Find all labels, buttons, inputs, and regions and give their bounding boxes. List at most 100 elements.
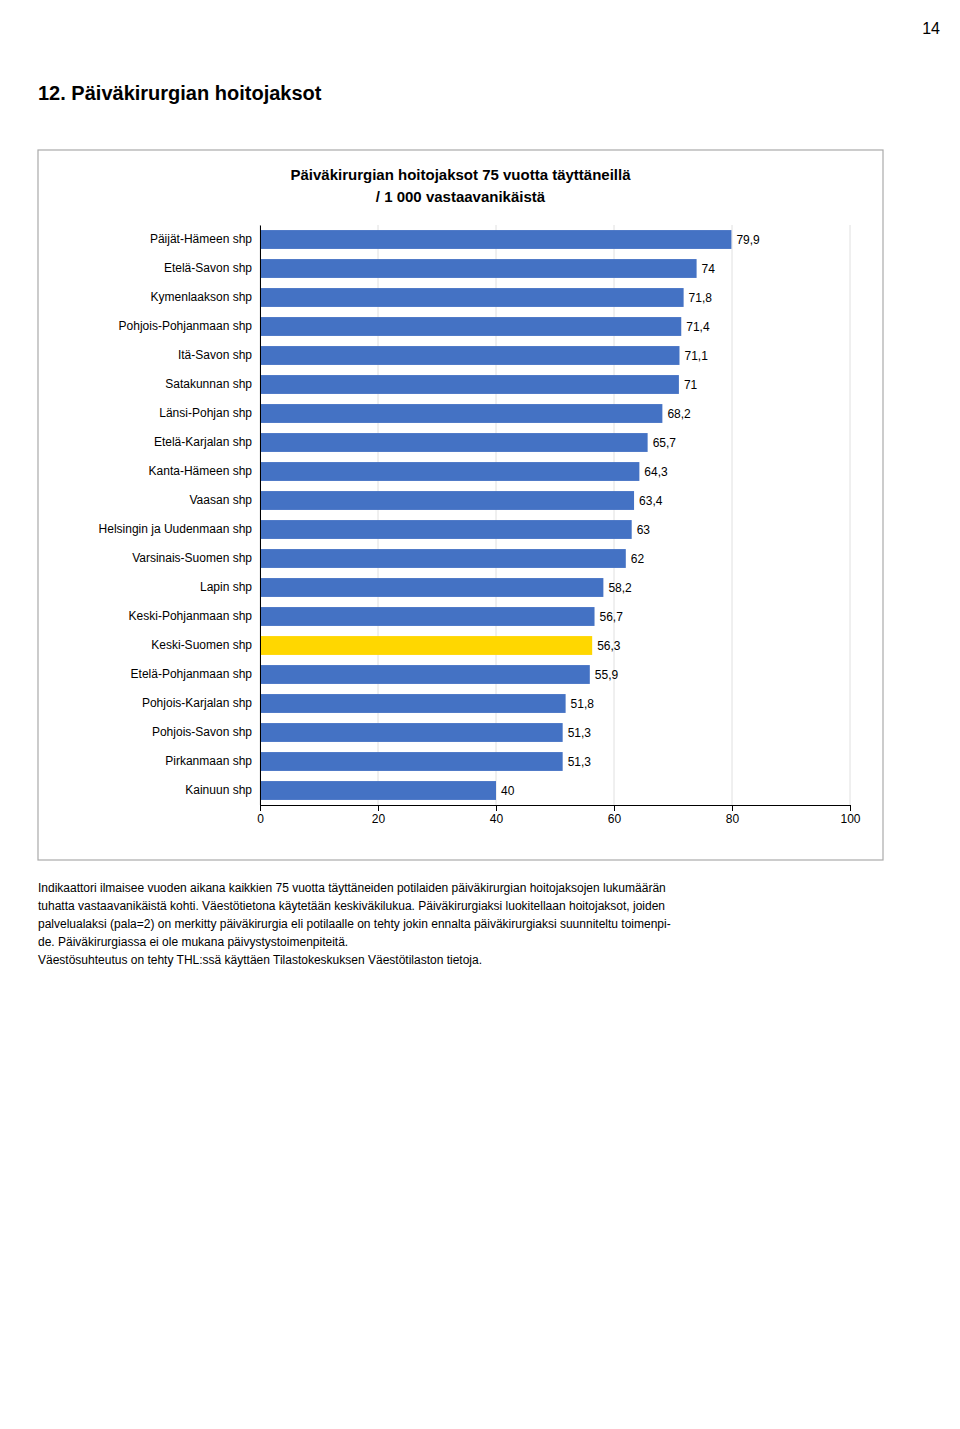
data-label: 64,3 [644,465,668,479]
data-label: 68,2 [667,407,691,421]
x-tick-label: 100 [840,812,860,826]
x-tick: 100 [840,805,860,826]
bar [260,259,697,278]
data-labels: 79,97471,871,471,17168,265,764,363,46362… [501,233,760,798]
x-tick-mark [614,805,615,811]
y-tick-label: Satakunnan shp [165,377,252,391]
grid-line [850,225,851,805]
y-axis: Päijät-Hämeen shp Etelä-Savon shp Kymenlaa… [99,226,261,806]
x-tick-mark [378,805,379,811]
data-label: 65,7 [653,436,677,450]
y-tick-label: Pohjois-Savon shp [152,725,252,739]
y-tick-label: Lapin shp [200,580,252,594]
bar [260,433,648,452]
data-label: 51,3 [568,755,592,769]
bar [260,665,590,684]
x-axis: 0 20 40 60 80 100 [257,805,861,826]
x-tick-mark [496,805,497,811]
bar [260,317,681,336]
bar [260,375,679,394]
x-tick-mark [260,805,261,811]
y-tick: Keski-Pohjanmaan shp [129,609,253,623]
bar [260,346,679,365]
y-tick: Satakunnan shp [165,377,252,391]
y-tick-label: Helsingin ja Uudenmaan shp [99,522,253,536]
data-label: 51,3 [568,726,592,740]
y-tick-label: Itä-Savon shp [178,348,252,362]
y-tick-label: Etelä-Pohjanmaan shp [131,667,253,681]
data-label: 51,8 [571,697,595,711]
bars [260,230,731,800]
bar [260,404,662,423]
x-tick-label: 60 [608,812,622,826]
data-label: 79,9 [736,233,760,247]
y-tick: Kanta-Hämeen shp [149,464,253,478]
footnote-line: tuhatta vastaavanikäistä kohti. Väestöti… [38,899,665,913]
data-label: 58,2 [608,581,632,595]
footnote-line: de. Päiväkirurgiassa ei ole mukana päivy… [38,935,348,949]
x-tick-label: 0 [257,812,264,826]
grid-line [732,225,733,805]
y-tick: Lapin shp [200,580,252,594]
x-tick-mark [850,805,851,811]
y-tick: Pohjois-Karjalan shp [142,696,252,710]
footnote-line: Väestösuhteutus on tehty THL:ssä käyttäe… [38,953,482,967]
y-tick: Kymenlaakson shp [151,290,253,304]
y-tick: Etelä-Savon shp [164,261,252,275]
y-tick-label: Pirkanmaan shp [165,754,252,768]
y-tick: Pirkanmaan shp [165,754,252,768]
data-label: 62 [631,552,645,566]
data-label: 56,7 [600,610,624,624]
page-number: 14 [922,20,940,37]
x-tick: 60 [608,805,622,826]
bar [260,578,603,597]
bar [260,491,634,510]
y-tick: Kainuun shp [185,783,252,797]
chart-subtitle: / 1 000 vastaavanikäistä [376,188,546,205]
y-tick: Länsi-Pohjan shp [159,406,252,420]
bar [260,462,639,481]
x-tick: 0 [257,805,264,826]
y-tick-label: Varsinais-Suomen shp [132,551,252,565]
x-tick: 40 [490,805,504,826]
footnote-line: palvelualaksi (pala=2) on merkitty päivä… [38,917,671,931]
data-label: 71,4 [686,320,710,334]
y-tick-label: Kainuun shp [185,783,252,797]
data-label: 56,3 [597,639,621,653]
plot: 79,97471,871,471,17168,265,764,363,46362… [99,225,861,826]
data-label: 71 [684,378,698,392]
footnote: Indikaattori ilmaisee vuoden aikana kaik… [38,881,671,967]
y-tick-label: Keski-Pohjanmaan shp [129,609,253,623]
x-tick: 20 [372,805,386,826]
y-tick: Vaasan shp [190,493,253,507]
data-label: 63,4 [639,494,663,508]
bar [260,520,632,539]
y-tick: Päijät-Hämeen shp [150,232,252,246]
bar [260,694,566,713]
y-tick-label: Vaasan shp [190,493,253,507]
data-label: 71,8 [689,291,713,305]
y-tick-label: Keski-Suomen shp [151,638,252,652]
y-tick: Etelä-Karjalan shp [154,435,252,449]
y-tick: Pohjois-Savon shp [152,725,252,739]
y-tick-label: Etelä-Karjalan shp [154,435,252,449]
data-label: 63 [637,523,651,537]
x-tick-label: 80 [726,812,740,826]
x-axis-line [261,806,851,812]
data-label: 71,1 [684,349,708,363]
bar [260,781,496,800]
y-tick-label: Päijät-Hämeen shp [150,232,252,246]
bar [260,288,684,307]
grid-line [378,225,379,805]
data-label: 55,9 [595,668,619,682]
x-tick-mark [732,805,733,811]
bar [260,230,731,249]
y-tick: Helsingin ja Uudenmaan shp [99,522,253,536]
grid [260,225,850,805]
y-tick-label: Pohjois-Pohjanmaan shp [119,319,253,333]
y-tick-label: Länsi-Pohjan shp [159,406,252,420]
grid-line [614,225,615,805]
x-tick-label: 20 [372,812,386,826]
x-tick: 80 [726,805,740,826]
y-tick: Pohjois-Pohjanmaan shp [119,319,253,333]
